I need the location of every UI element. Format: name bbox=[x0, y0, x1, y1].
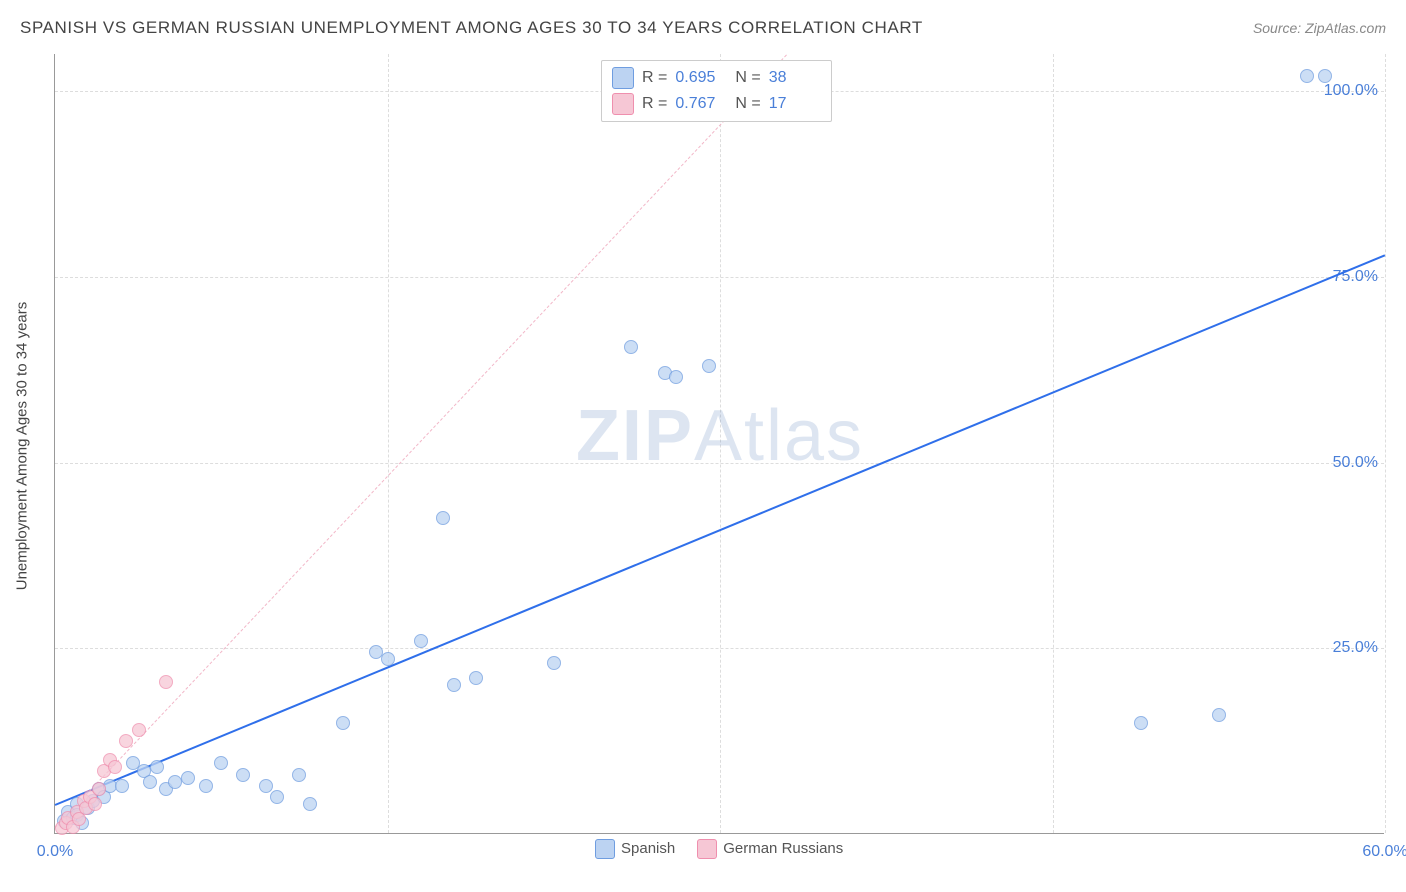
scatter-point bbox=[92, 782, 106, 796]
legend-correlation: R =0.695N =38R =0.767N =17 bbox=[601, 60, 832, 122]
scatter-point bbox=[336, 716, 350, 730]
scatter-point bbox=[303, 797, 317, 811]
scatter-point bbox=[181, 771, 195, 785]
scatter-point bbox=[199, 779, 213, 793]
scatter-point bbox=[1300, 69, 1314, 83]
scatter-point bbox=[447, 678, 461, 692]
chart-title: SPANISH VS GERMAN RUSSIAN UNEMPLOYMENT A… bbox=[20, 18, 923, 38]
y-tick-label: 25.0% bbox=[1333, 639, 1378, 657]
scatter-point bbox=[702, 359, 716, 373]
scatter-point bbox=[436, 511, 450, 525]
y-tick-label: 50.0% bbox=[1333, 454, 1378, 472]
scatter-point bbox=[1212, 708, 1226, 722]
scatter-point bbox=[547, 656, 561, 670]
scatter-point bbox=[132, 723, 146, 737]
scatter-point bbox=[108, 760, 122, 774]
scatter-point bbox=[1134, 716, 1148, 730]
x-tick-label: 0.0% bbox=[37, 843, 73, 861]
scatter-point bbox=[168, 775, 182, 789]
scatter-point bbox=[88, 797, 102, 811]
grid-line bbox=[388, 54, 389, 833]
scatter-point bbox=[150, 760, 164, 774]
scatter-point bbox=[292, 768, 306, 782]
scatter-plot: 25.0%50.0%75.0%100.0%0.0%60.0%ZIPAtlasR … bbox=[54, 54, 1384, 834]
scatter-point bbox=[1318, 69, 1332, 83]
trend-line bbox=[55, 54, 787, 827]
scatter-point bbox=[381, 652, 395, 666]
scatter-point bbox=[669, 370, 683, 384]
legend-series: Spanish German Russians bbox=[595, 839, 843, 859]
x-tick-label: 60.0% bbox=[1362, 843, 1406, 861]
scatter-point bbox=[414, 634, 428, 648]
scatter-point bbox=[115, 779, 129, 793]
legend-item: German Russians bbox=[697, 839, 843, 859]
y-axis-title: Unemployment Among Ages 30 to 34 years bbox=[14, 302, 31, 591]
scatter-point bbox=[159, 675, 173, 689]
grid-line bbox=[1385, 54, 1386, 833]
grid-line bbox=[720, 54, 721, 833]
scatter-point bbox=[270, 790, 284, 804]
y-tick-label: 100.0% bbox=[1324, 82, 1378, 100]
scatter-point bbox=[119, 734, 133, 748]
y-tick-label: 75.0% bbox=[1333, 268, 1378, 286]
grid-line bbox=[1053, 54, 1054, 833]
source-label: Source: ZipAtlas.com bbox=[1253, 20, 1386, 36]
scatter-point bbox=[469, 671, 483, 685]
scatter-point bbox=[236, 768, 250, 782]
scatter-point bbox=[214, 756, 228, 770]
scatter-point bbox=[143, 775, 157, 789]
scatter-point bbox=[624, 340, 638, 354]
legend-item: Spanish bbox=[595, 839, 675, 859]
